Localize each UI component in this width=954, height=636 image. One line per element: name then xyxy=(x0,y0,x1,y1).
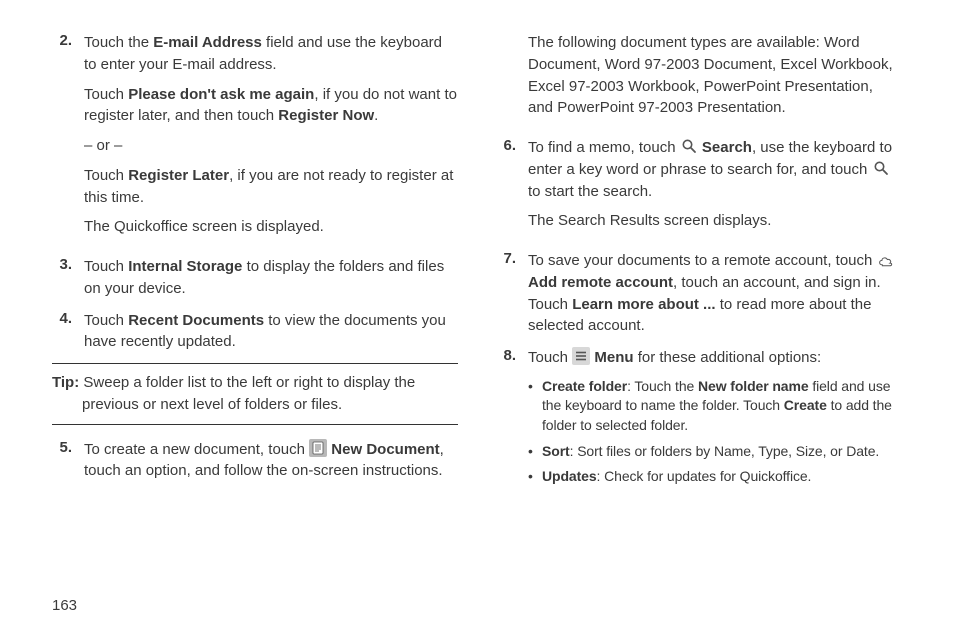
step-body: Touch Internal Storage to display the fo… xyxy=(84,256,458,300)
step-body: Touch Menu for these additional options:… xyxy=(528,347,902,493)
bold-text: Please don't ask me again xyxy=(128,86,314,103)
search-icon xyxy=(680,137,698,155)
step-number: 4. xyxy=(52,310,84,354)
text: Touch xyxy=(528,349,572,366)
paragraph: The following document types are availab… xyxy=(528,32,902,119)
bold-text: Register Later xyxy=(128,167,229,184)
step-6: 6. To find a memo, touch Search, use the… xyxy=(496,137,902,240)
bold-text: Menu xyxy=(590,349,633,366)
step-3: 3. Touch Internal Storage to display the… xyxy=(52,256,458,300)
page-number: 163 xyxy=(52,597,77,614)
step-number-empty xyxy=(496,32,528,127)
step-5-continuation: The following document types are availab… xyxy=(496,32,902,127)
bullet-text: Create folder: Touch the New folder name… xyxy=(542,377,902,436)
step-8: 8. Touch Menu for these additional optio… xyxy=(496,347,902,493)
step-number: 5. xyxy=(52,439,84,483)
bold-text: E-mail Address xyxy=(153,34,262,51)
bold-text: Recent Documents xyxy=(128,312,264,329)
bullet-dot: • xyxy=(528,467,542,487)
menu-icon xyxy=(572,347,590,365)
step-body: To find a memo, touch Search, use the ke… xyxy=(528,137,902,240)
right-column: The following document types are availab… xyxy=(496,32,902,503)
step-body: To create a new document, touch New Docu… xyxy=(84,439,458,483)
text: Touch the xyxy=(84,34,153,51)
bold-text: Learn more about ... xyxy=(572,296,715,313)
paragraph: Touch the E-mail Address field and use t… xyxy=(84,32,458,76)
two-column-layout: 2. Touch the E-mail Address field and us… xyxy=(52,32,902,503)
bold-text: New folder name xyxy=(698,378,809,394)
bullet-updates: • Updates: Check for updates for Quickof… xyxy=(528,467,902,487)
text: Touch xyxy=(84,258,128,275)
step-body: To save your documents to a remote accou… xyxy=(528,250,902,337)
paragraph: Touch Register Later, if you are not rea… xyxy=(84,165,458,209)
bullet-text: Sort: Sort files or folders by Name, Typ… xyxy=(542,442,902,462)
step-body: Touch the E-mail Address field and use t… xyxy=(84,32,458,246)
bold-text: Sort xyxy=(542,443,570,459)
step-number: 8. xyxy=(496,347,528,493)
paragraph: To find a memo, touch Search, use the ke… xyxy=(528,137,902,202)
paragraph: Touch Please don't ask me again, if you … xyxy=(84,84,458,128)
tip-text: Sweep a folder list to the left or right… xyxy=(82,374,415,413)
tip-body: Tip: Sweep a folder list to the left or … xyxy=(52,372,458,416)
bold-text: New Document xyxy=(327,441,440,458)
bullet-create-folder: • Create folder: Touch the New folder na… xyxy=(528,377,902,436)
text: : Touch the xyxy=(627,378,698,394)
bold-text: Internal Storage xyxy=(128,258,242,275)
text: To create a new document, touch xyxy=(84,441,309,458)
step-number: 7. xyxy=(496,250,528,337)
or-separator: – or – xyxy=(84,135,458,157)
tip-label: Tip: xyxy=(52,374,83,391)
bold-text: Search xyxy=(698,139,752,156)
paragraph: Touch Menu for these additional options: xyxy=(528,347,902,369)
bullet-text: Updates: Check for updates for Quickoffi… xyxy=(542,467,902,487)
text: to start the search. xyxy=(528,183,652,200)
bold-text: Register Now xyxy=(278,107,374,124)
tip-box: Tip: Sweep a folder list to the left or … xyxy=(52,363,458,425)
paragraph: The Quickoffice screen is displayed. xyxy=(84,216,458,238)
text: for these additional options: xyxy=(634,349,822,366)
paragraph: The Search Results screen displays. xyxy=(528,210,902,232)
step-5: 5. To create a new document, touch New D… xyxy=(52,439,458,483)
text: To find a memo, touch xyxy=(528,139,680,156)
step-body: The following document types are availab… xyxy=(528,32,902,127)
cloud-icon xyxy=(877,253,895,271)
text: : Sort files or folders by Name, Type, S… xyxy=(570,443,880,459)
text: Touch xyxy=(84,167,128,184)
bullet-dot: • xyxy=(528,377,542,436)
search-icon xyxy=(872,159,890,177)
left-column: 2. Touch the E-mail Address field and us… xyxy=(52,32,458,503)
text: To save your documents to a remote accou… xyxy=(528,252,877,269)
step-2: 2. Touch the E-mail Address field and us… xyxy=(52,32,458,246)
bold-text: Create xyxy=(784,397,827,413)
text: Touch xyxy=(84,312,128,329)
step-number: 3. xyxy=(52,256,84,300)
step-body: Touch Recent Documents to view the docum… xyxy=(84,310,458,354)
bold-text: Add remote account xyxy=(528,274,673,291)
text: . xyxy=(374,107,378,124)
text: : Check for updates for Quickoffice. xyxy=(597,468,812,484)
new-document-icon xyxy=(309,439,327,457)
bullet-sort: • Sort: Sort files or folders by Name, T… xyxy=(528,442,902,462)
step-number: 6. xyxy=(496,137,528,240)
bold-text: Create folder xyxy=(542,378,627,394)
step-4: 4. Touch Recent Documents to view the do… xyxy=(52,310,458,354)
bullet-dot: • xyxy=(528,442,542,462)
step-7: 7. To save your documents to a remote ac… xyxy=(496,250,902,337)
step-number: 2. xyxy=(52,32,84,246)
bold-text: Updates xyxy=(542,468,597,484)
text: Touch xyxy=(84,86,128,103)
